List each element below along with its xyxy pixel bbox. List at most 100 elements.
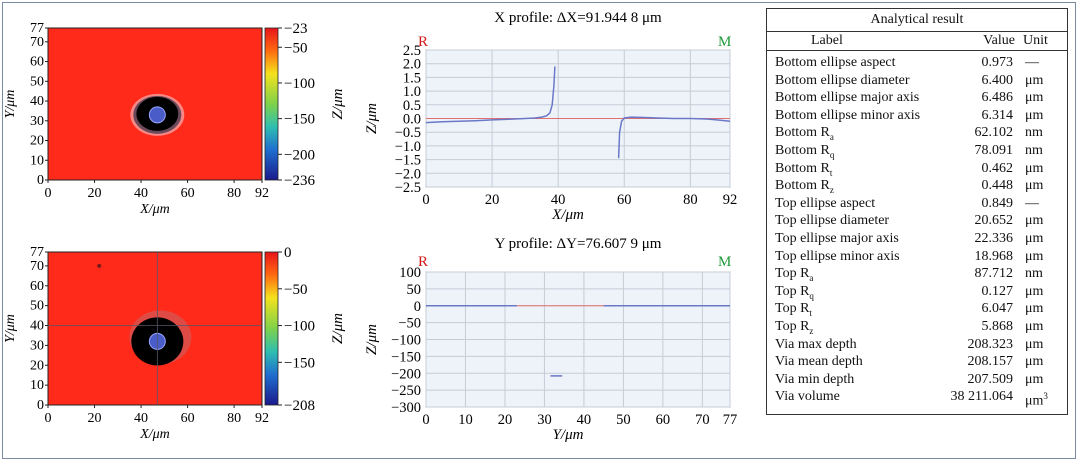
x-tick-label: 40 [551, 192, 566, 208]
row-unit: μm3 [1025, 391, 1048, 409]
row-unit: μm [1025, 160, 1044, 176]
row-value: 0.448 [981, 178, 1014, 194]
row-unit: nm [1025, 142, 1043, 158]
x-tick-label: 20 [88, 411, 102, 426]
y-tick-label: 60 [30, 55, 44, 70]
x-tick-label: 0 [45, 186, 52, 201]
colorbar-tick-label: −150 [284, 355, 315, 371]
x-axis-label: X/μm [551, 207, 584, 223]
x-axis-label: X/μm [139, 427, 170, 442]
row-label-subscript: t [829, 167, 833, 178]
row-unit: μm [1025, 90, 1044, 106]
row-label: Bottom ellipse aspect [775, 55, 896, 70]
row-label: Bottom ellipse diameter [775, 72, 910, 88]
row-label: Via max depth [775, 336, 857, 352]
row-label: Via mean depth [775, 354, 863, 370]
row-value: 38 211.064 [950, 389, 1013, 405]
y-tick-label: 50 [30, 299, 44, 314]
y-tick-label: 77 [30, 21, 44, 36]
map-surface [47, 27, 263, 181]
row-unit: μm [1025, 213, 1044, 229]
y-tick-label: 50 [30, 74, 44, 89]
y-tick-label: 50 [407, 282, 422, 298]
x-tick-label: 20 [498, 412, 513, 428]
x-tick-label: 60 [617, 192, 632, 208]
row-value: 208.157 [967, 354, 1014, 370]
row-label-subscript: t [809, 308, 812, 319]
table-row: Bottom ellipse diameter 6.400 μm [767, 72, 1067, 90]
y-tick-label: 60 [30, 279, 44, 294]
row-unit: μm [1025, 318, 1044, 334]
row-value: 6.486 [981, 90, 1014, 106]
y-tick-label: 40 [30, 94, 44, 109]
via-core [148, 106, 166, 124]
colorbar-tick-label: −100 [284, 319, 315, 335]
y-tick-label: −200 [391, 366, 421, 382]
row-value: 62.102 [974, 125, 1014, 141]
row-value: 208.323 [967, 336, 1014, 352]
y-tick-label: 1.5 [403, 70, 421, 86]
y-tick-label: −250 [391, 383, 421, 399]
row-label: Via volume [775, 389, 840, 405]
row-label: Top Rq [775, 283, 814, 301]
y-tick-label: 40 [30, 319, 44, 334]
colorbar-label: Z/μm [330, 313, 346, 344]
y-axis-label: Z/μm [364, 103, 380, 134]
row-label: Top ellipse diameter [775, 213, 890, 229]
y-tick-label: −100 [391, 333, 421, 349]
row-label: Top ellipse aspect [775, 195, 876, 211]
x-tick-label: 0 [422, 412, 429, 428]
y-tick-label: −300 [391, 400, 421, 416]
y-tick-label: 0.5 [403, 98, 421, 114]
y-tick-label: 0 [414, 299, 421, 315]
x-axis-label: Y/μm [553, 427, 584, 443]
x-tick-label: 0 [45, 411, 52, 426]
y-tick-label: 70 [30, 35, 44, 50]
table-row: Top Rt 6.047 μm [767, 300, 1067, 318]
row-label: Top ellipse major axis [775, 230, 899, 246]
table-row: Bottom Rz 0.448 μm [767, 177, 1067, 195]
row-value: 0.849 [981, 195, 1014, 211]
colorbar-tick-label: −208 [284, 398, 315, 414]
row-value: 0.127 [981, 283, 1014, 299]
header-unit: Unit [1023, 33, 1048, 48]
profile-title: Y profile: ΔY=76.607 9 μm [495, 236, 662, 252]
table-row: Via mean depth 208.157 μm [767, 353, 1067, 371]
table-row: Top Rq 0.127 μm [767, 283, 1067, 301]
colorbar [264, 251, 279, 406]
row-unit: μm [1025, 336, 1044, 352]
table-row: Bottom Rq 78.091 nm [767, 142, 1067, 160]
x-tick-label: 40 [134, 186, 148, 201]
row-label: Bottom ellipse minor axis [775, 107, 921, 123]
table-row: Bottom Rt 0.462 μm [767, 160, 1067, 178]
row-unit: μm [1025, 371, 1044, 387]
table-header: Label Value Unit [767, 32, 1067, 51]
row-label-subscript: q [829, 149, 835, 160]
y-tick-label: −0.5 [395, 125, 421, 141]
table-row: Top ellipse aspect 0.849 — [767, 195, 1067, 213]
colorbar [264, 27, 279, 181]
colorbar-tick-label: −150 [284, 112, 315, 128]
colorbar-tick-label: −50 [284, 282, 307, 298]
colorbar-tick-label: −100 [284, 76, 315, 92]
row-label-subscript: a [809, 272, 814, 283]
y-axis-label: Z/μm [364, 324, 380, 355]
colorbar-label: Z/μm [330, 88, 346, 119]
header-label: Label [811, 33, 843, 48]
row-label: Top ellipse minor axis [775, 248, 900, 264]
row-value: 20.652 [974, 213, 1014, 229]
row-label: Bottom Ra [775, 125, 834, 143]
row-unit: μm [1025, 107, 1044, 123]
row-unit: μm [1025, 230, 1044, 246]
colorbar-tick-label: −236 [284, 173, 315, 189]
series-line [425, 66, 556, 124]
x-profile: 0 20 40 60 80 92 2.52.01.51.00.50.0−0.5−1.0−1.… [364, 10, 737, 223]
table-row: Top ellipse diameter 20.652 μm [767, 212, 1067, 230]
speck [97, 263, 102, 268]
row-unit: nm [1025, 125, 1043, 141]
corner-left-marker: R [418, 34, 428, 50]
y-tick-label: −1.5 [395, 153, 421, 169]
x-tick-label: 92 [723, 192, 738, 208]
row-label: Top Ra [775, 266, 814, 283]
